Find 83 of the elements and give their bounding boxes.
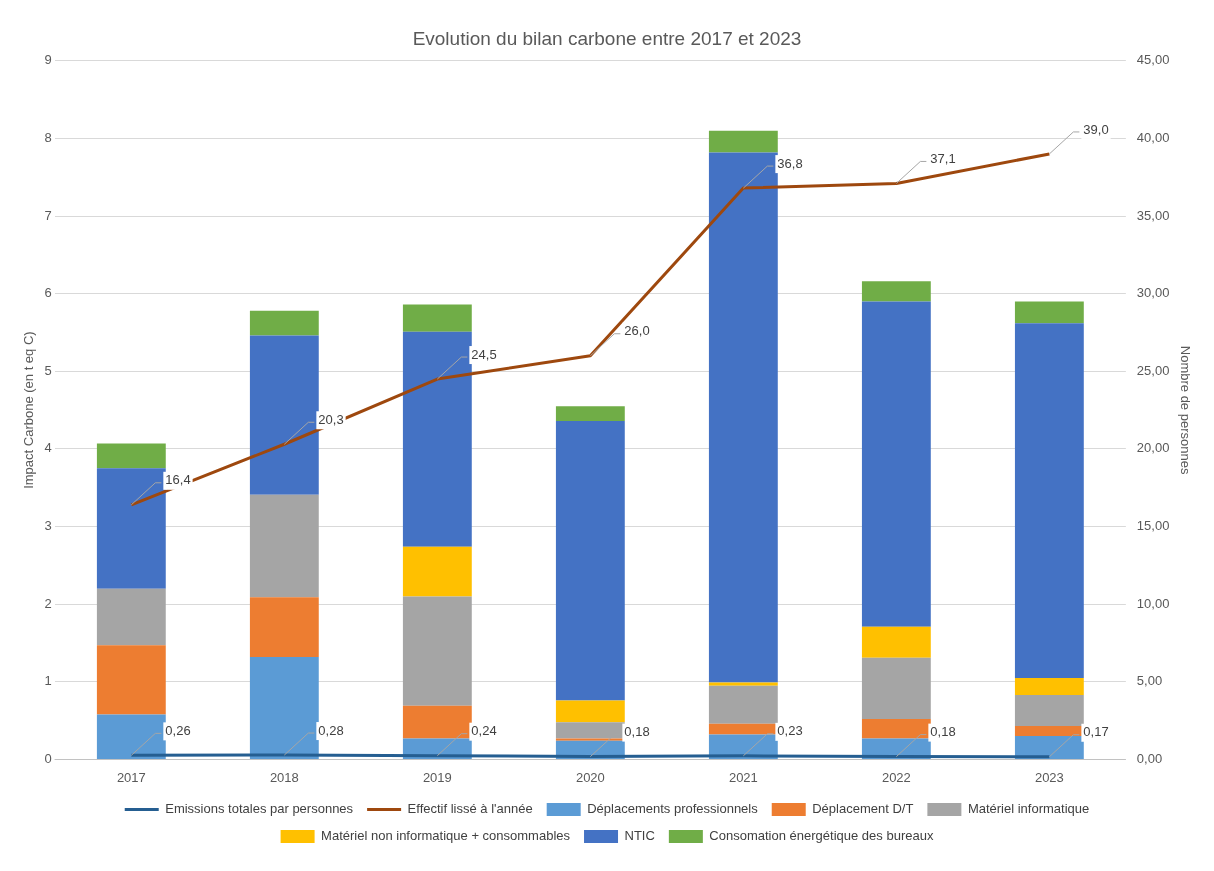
y2-tick-label: 0,00	[1136, 750, 1163, 766]
y2-tick-label: 40,00	[1136, 130, 1170, 145]
bar	[1014, 323, 1084, 678]
data-label: 36,8	[777, 155, 803, 171]
y-tick-label: 8	[44, 130, 52, 145]
y-tick-label: 5	[44, 362, 52, 378]
y2-tick-label: 35,00	[1136, 207, 1170, 223]
bar	[402, 331, 472, 547]
y2-tick-label: 45,00	[1136, 52, 1170, 68]
x-tick-label: 2022	[881, 769, 911, 785]
bar	[249, 656, 319, 759]
y-tick-label: 2	[44, 595, 52, 611]
y2-tick-label: 20,00	[1136, 440, 1170, 456]
data-label: 0,24	[471, 723, 497, 739]
y-tick-label: 0	[44, 750, 52, 766]
y2-axis-title: Nombre de personnes	[1177, 345, 1193, 475]
bar	[1014, 694, 1084, 727]
y-tick-label: 4	[44, 440, 52, 456]
bar	[249, 494, 319, 598]
bar	[555, 420, 625, 701]
y2-tick-label: 25,00	[1136, 362, 1170, 378]
data-label: 16,4	[165, 472, 191, 488]
bar	[1014, 301, 1084, 324]
data-label: 0,26	[165, 722, 191, 738]
y2-tick-label: 30,00	[1136, 285, 1170, 301]
x-tick-label: 2023	[1034, 769, 1064, 785]
y2-tick-label: 10,00	[1136, 595, 1170, 611]
data-label: 39,0	[1083, 121, 1109, 137]
data-label: 24,5	[471, 346, 497, 362]
bar	[96, 714, 166, 759]
legend-label: Emissions totales par personnes	[165, 801, 354, 817]
legend-label: Consomation énergétique des bureaux	[709, 828, 934, 844]
bar	[249, 335, 319, 495]
legend-label: Matériel non informatique + consommables	[321, 828, 571, 844]
bar	[861, 626, 931, 658]
bar	[861, 657, 931, 720]
x-tick-label: 2018	[269, 769, 299, 785]
y-axis-title: Impact Carbone (en t eq C)	[21, 331, 37, 489]
bar	[402, 596, 472, 706]
bar	[708, 682, 778, 686]
data-label: 0,17	[1083, 724, 1109, 740]
chart-title: Evolution du bilan carbone entre 2017 et 2023	[412, 27, 802, 49]
bar	[96, 645, 166, 715]
bar	[402, 304, 472, 332]
bar	[708, 130, 778, 153]
legend-label: Déplacement D/T	[812, 801, 914, 817]
data-label: 0,18	[930, 724, 956, 740]
bar	[708, 152, 778, 683]
y-tick-label: 6	[44, 285, 52, 301]
legend-label: Effectif lissé à l'année	[407, 801, 533, 817]
bar	[402, 705, 472, 739]
bar	[402, 546, 472, 597]
y-tick-label: 9	[44, 52, 52, 68]
bar	[708, 685, 778, 724]
bar	[96, 468, 166, 589]
y2-tick-label: 5,00	[1136, 673, 1163, 689]
x-tick-label: 2019	[422, 769, 452, 785]
x-tick-label: 2021	[728, 769, 758, 785]
y-tick-label: 1	[44, 673, 52, 689]
bar	[96, 588, 166, 646]
y2-tick-label: 15,00	[1136, 518, 1170, 534]
bar	[861, 301, 931, 627]
data-label: 0,28	[318, 722, 344, 738]
bar	[1014, 677, 1084, 695]
bar	[861, 281, 931, 302]
y-tick-label: 7	[44, 207, 52, 223]
data-label: 37,1	[930, 151, 956, 167]
bar	[249, 310, 319, 336]
legend-label: Déplacements professionnels	[587, 801, 759, 817]
bar	[555, 406, 625, 421]
data-label: 0,18	[624, 724, 650, 740]
legend-label: NTIC	[624, 828, 655, 844]
y-tick-label: 3	[44, 518, 52, 534]
data-label: 26,0	[624, 323, 650, 339]
data-label: 20,3	[318, 411, 344, 427]
bar	[96, 443, 166, 469]
x-tick-label: 2017	[116, 769, 146, 785]
bar	[555, 700, 625, 723]
legend-label: Matériel informatique	[967, 801, 1090, 817]
bar	[249, 597, 319, 657]
x-tick-label: 2020	[575, 769, 605, 785]
bar	[555, 738, 625, 741]
data-label: 0,23	[777, 723, 803, 739]
